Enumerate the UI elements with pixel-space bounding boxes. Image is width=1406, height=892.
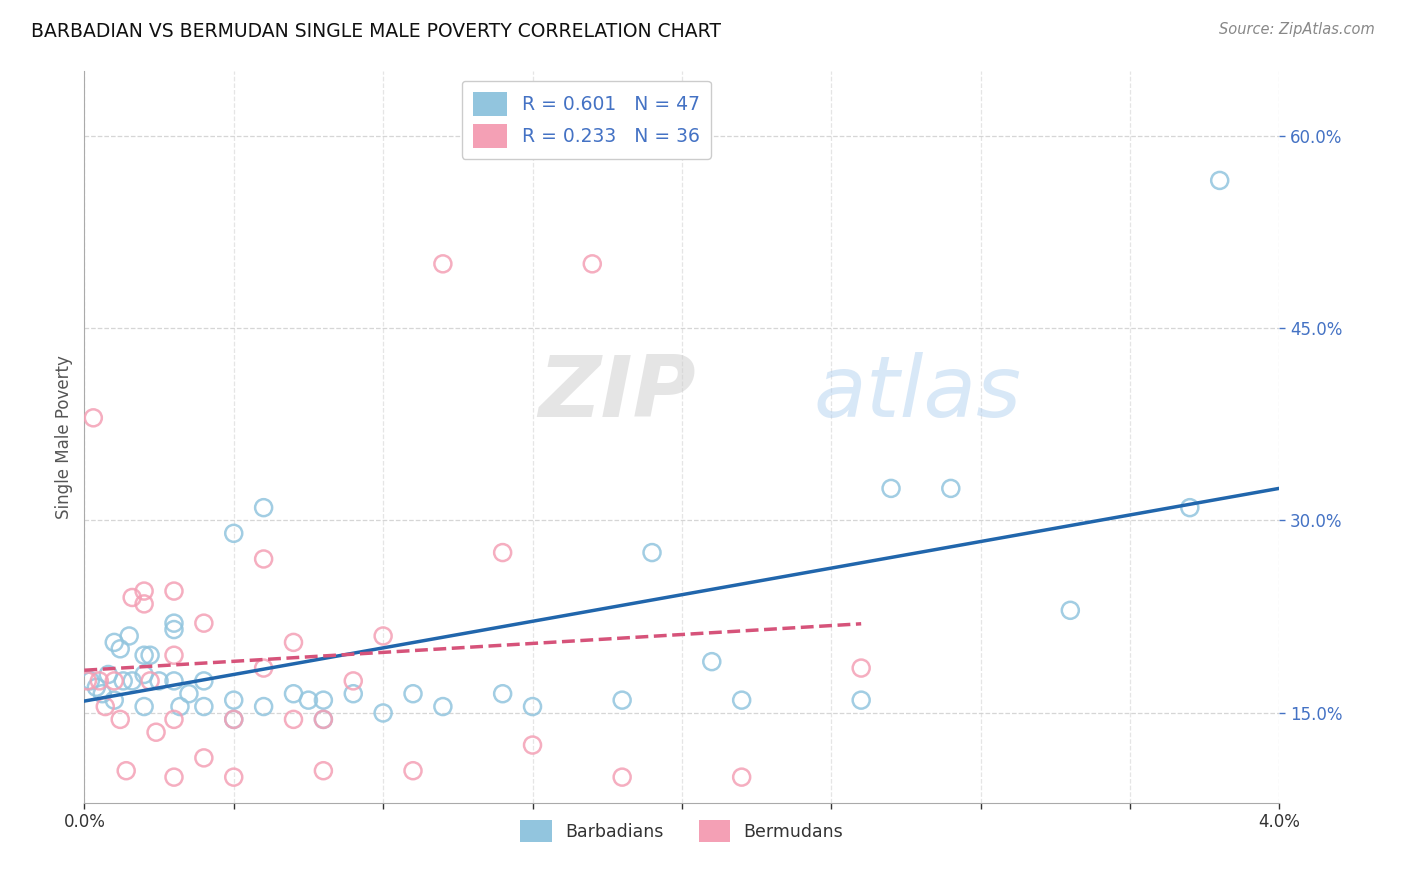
Point <box>402 687 425 701</box>
Text: ZIP: ZIP <box>538 351 696 434</box>
Text: atlas: atlas <box>814 351 1021 434</box>
Point <box>731 693 754 707</box>
Text: Source: ZipAtlas.com: Source: ZipAtlas.com <box>1219 22 1375 37</box>
Point <box>253 661 276 675</box>
Point <box>145 725 167 739</box>
Point <box>253 699 276 714</box>
Point <box>110 641 132 656</box>
Point <box>373 706 395 720</box>
Point <box>283 712 305 726</box>
Point <box>115 764 138 778</box>
Point <box>163 712 186 726</box>
Point <box>169 699 191 714</box>
Point <box>851 693 873 707</box>
Point <box>163 584 186 599</box>
Point <box>312 712 335 726</box>
Point <box>851 661 873 675</box>
Point <box>522 738 544 752</box>
Point <box>731 770 754 784</box>
Point <box>373 629 395 643</box>
Point <box>222 712 245 726</box>
Point <box>148 673 170 688</box>
Point <box>222 526 245 541</box>
Point <box>1209 173 1232 187</box>
Point <box>163 623 186 637</box>
Point <box>193 673 215 688</box>
Legend: Barbadians, Bermudans: Barbadians, Bermudans <box>513 813 851 849</box>
Point <box>342 687 364 701</box>
Point <box>342 673 364 688</box>
Point <box>700 655 723 669</box>
Point <box>492 545 515 559</box>
Point <box>82 410 104 425</box>
Point <box>312 764 335 778</box>
Point <box>222 712 245 726</box>
Point <box>132 584 156 599</box>
Point <box>139 673 162 688</box>
Point <box>139 648 162 663</box>
Point <box>132 667 156 681</box>
Point <box>432 699 454 714</box>
Point <box>193 699 215 714</box>
Point <box>91 687 114 701</box>
Point <box>939 482 962 496</box>
Point <box>163 616 186 631</box>
Point <box>132 699 156 714</box>
Point <box>253 500 276 515</box>
Point <box>581 257 603 271</box>
Point <box>312 693 335 707</box>
Y-axis label: Single Male Poverty: Single Male Poverty <box>55 355 73 519</box>
Point <box>222 693 245 707</box>
Point <box>103 693 125 707</box>
Point <box>193 751 215 765</box>
Point <box>89 673 111 688</box>
Point <box>121 591 143 605</box>
Point <box>121 673 143 688</box>
Point <box>163 673 186 688</box>
Point <box>1178 500 1201 515</box>
Point <box>641 545 664 559</box>
Point <box>118 629 141 643</box>
Point <box>222 770 245 784</box>
Point <box>492 687 515 701</box>
Point <box>432 257 454 271</box>
Point <box>880 482 903 496</box>
Point <box>103 635 125 649</box>
Point <box>312 712 335 726</box>
Point <box>612 770 634 784</box>
Point <box>132 597 156 611</box>
Point <box>86 681 108 695</box>
Point <box>112 673 135 688</box>
Text: BARBADIAN VS BERMUDAN SINGLE MALE POVERTY CORRELATION CHART: BARBADIAN VS BERMUDAN SINGLE MALE POVERT… <box>31 22 721 41</box>
Point <box>522 699 544 714</box>
Point <box>94 699 117 714</box>
Point <box>177 687 200 701</box>
Point <box>132 648 156 663</box>
Point <box>97 667 120 681</box>
Point <box>79 673 101 688</box>
Point <box>110 712 132 726</box>
Point <box>283 635 305 649</box>
Point <box>76 673 98 688</box>
Point <box>163 648 186 663</box>
Point <box>193 616 215 631</box>
Point <box>163 770 186 784</box>
Point <box>103 673 125 688</box>
Point <box>253 552 276 566</box>
Point <box>283 687 305 701</box>
Point <box>612 693 634 707</box>
Point <box>402 764 425 778</box>
Point <box>297 693 319 707</box>
Point <box>1059 603 1081 617</box>
